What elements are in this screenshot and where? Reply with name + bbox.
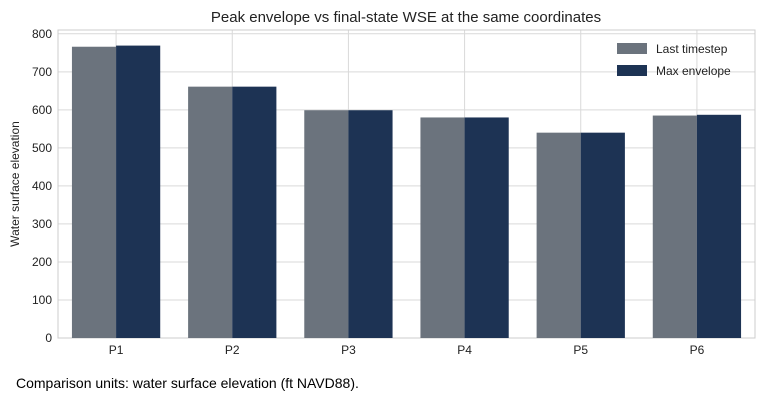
legend-swatch xyxy=(617,65,647,76)
gridlines xyxy=(58,30,755,339)
bar-max-envelope xyxy=(232,86,277,338)
bar-last-timestep xyxy=(304,110,349,338)
y-tick-label: 0 xyxy=(45,331,52,345)
bar-last-timestep xyxy=(652,115,697,338)
legend-label: Last timestep xyxy=(656,42,728,56)
x-tick-label: P4 xyxy=(457,343,472,357)
y-axis-ticks: 0 100 200 300 400 500 600 700 800 xyxy=(32,27,52,345)
bar-chart: Peak envelope vs final-state WSE at the … xyxy=(8,9,756,357)
y-tick-label: 600 xyxy=(32,103,52,117)
x-tick-label: P6 xyxy=(690,343,705,357)
y-tick-label: 200 xyxy=(32,255,52,269)
y-tick-label: 800 xyxy=(32,27,52,41)
bar-last-timestep xyxy=(536,132,581,338)
legend-label: Max envelope xyxy=(656,64,731,78)
x-tick-label: P5 xyxy=(573,343,588,357)
chart-title: Peak envelope vs final-state WSE at the … xyxy=(211,9,601,26)
bar-max-envelope xyxy=(116,45,161,339)
bar-last-timestep xyxy=(71,46,117,338)
bar-last-timestep xyxy=(420,117,465,338)
legend: Last timestep Max envelope xyxy=(617,42,731,78)
caption: Comparison units: water surface elevatio… xyxy=(16,375,359,391)
legend-swatch xyxy=(617,43,647,54)
bar-max-envelope xyxy=(696,114,742,338)
y-tick-label: 700 xyxy=(32,65,52,79)
bar-last-timestep xyxy=(188,86,233,338)
plot-frame xyxy=(57,29,756,339)
y-tick-label: 400 xyxy=(32,179,52,193)
bars xyxy=(71,45,742,339)
x-tick-label: P2 xyxy=(225,343,240,357)
x-tick-label: P3 xyxy=(341,343,356,357)
y-axis-label: Water surface elevation xyxy=(8,121,22,247)
bar-max-envelope xyxy=(464,117,509,338)
y-tick-label: 500 xyxy=(32,141,52,155)
bar-max-envelope xyxy=(348,110,393,338)
bar-max-envelope xyxy=(580,132,625,338)
y-tick-label: 100 xyxy=(32,293,52,307)
x-axis-ticks: P1 P2 P3 P4 P5 P6 xyxy=(109,343,705,357)
x-tick-label: P1 xyxy=(109,343,124,357)
y-tick-label: 300 xyxy=(32,217,52,231)
